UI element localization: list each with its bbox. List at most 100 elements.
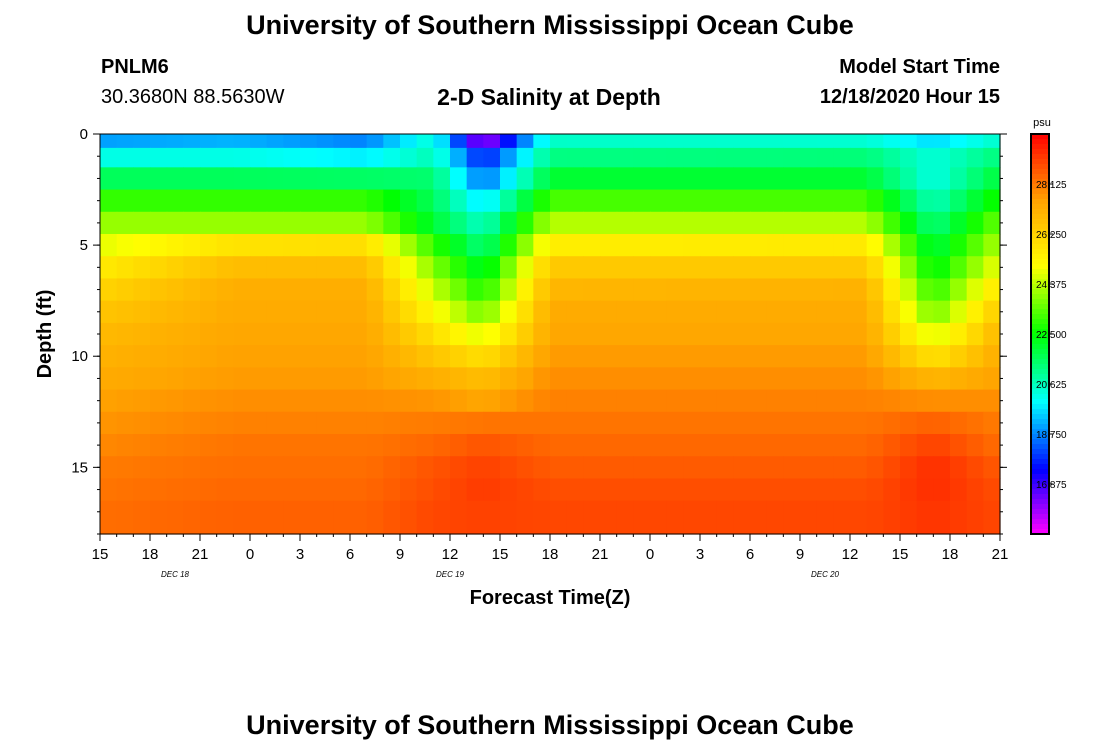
heatmap-cell [900, 147, 918, 168]
heatmap-cell [366, 234, 384, 257]
heatmap-cell [650, 367, 668, 391]
heatmap-cell [516, 134, 534, 149]
colorbar-segment [1031, 319, 1049, 325]
colorbar-segment [1031, 309, 1049, 315]
heatmap-cell [300, 189, 318, 213]
y-tick-label: 10 [71, 348, 88, 365]
heatmap-cell [783, 167, 801, 191]
heatmap-cell [283, 189, 301, 213]
heatmap-cell [633, 367, 651, 391]
heatmap-cell [583, 411, 601, 435]
heatmap-cell [483, 456, 501, 480]
heatmap-cell [366, 278, 384, 302]
heatmap-cell [300, 167, 318, 191]
heatmap-cell [600, 234, 618, 257]
heatmap-cell [500, 411, 518, 435]
heatmap-cell [600, 134, 618, 149]
heatmap-cell [600, 478, 618, 502]
heatmap-cell [133, 211, 151, 235]
heatmap-cell [483, 256, 501, 280]
heatmap-cell [400, 322, 418, 346]
heatmap-cell [600, 389, 618, 413]
heatmap-cell [550, 211, 568, 235]
heatmap-cell [483, 278, 501, 302]
heatmap-cell [633, 167, 651, 191]
heatmap-cell [150, 234, 168, 257]
heatmap-cell [683, 134, 701, 149]
heatmap-cell [183, 256, 201, 280]
colorbar-segment [1031, 419, 1049, 425]
heatmap-cell [600, 322, 618, 346]
heatmap-cell [450, 211, 468, 235]
heatmap-cell [850, 234, 868, 257]
heatmap-cell [866, 411, 884, 435]
heatmap-cell [550, 167, 568, 191]
colorbar-segment [1031, 144, 1049, 150]
heatmap-cell [883, 389, 901, 413]
heatmap-cell [183, 500, 201, 535]
heatmap-cell [383, 478, 401, 502]
heatmap-cell [350, 134, 368, 149]
heatmap-cell [533, 234, 551, 257]
x-tick-label: 21 [992, 546, 1009, 563]
heatmap-cell [150, 345, 168, 368]
colorbar-segment [1031, 434, 1049, 440]
heatmap-cell [633, 211, 651, 235]
heatmap-cell [583, 234, 601, 257]
heatmap-cell [816, 456, 834, 480]
heatmap-cell [566, 189, 584, 213]
heatmap-cell [400, 234, 418, 257]
heatmap-cell [583, 211, 601, 235]
heatmap-cell [383, 300, 401, 324]
x-tick-label: 18 [142, 546, 159, 563]
heatmap-cell [750, 134, 768, 149]
colorbar-segment [1031, 194, 1049, 200]
heatmap-cell [933, 234, 951, 257]
heatmap-cell [966, 167, 984, 191]
heatmap-cell [500, 189, 518, 213]
heatmap-cell [850, 500, 868, 535]
heatmap-cell [583, 345, 601, 368]
heatmap-cell [966, 300, 984, 324]
heatmap-cell [450, 256, 468, 280]
heatmap-cell [816, 367, 834, 391]
heatmap-cell [466, 389, 484, 413]
heatmap-cell [633, 234, 651, 257]
heatmap-cell [283, 434, 301, 457]
x-tick-label: 3 [296, 546, 304, 563]
colorbar-segment [1031, 354, 1049, 360]
heatmap-cell [133, 234, 151, 257]
heatmap-cell [100, 478, 118, 502]
heatmap-cell [816, 478, 834, 502]
heatmap-cell [866, 322, 884, 346]
heatmap-cell [650, 389, 668, 413]
colorbar-segment [1031, 149, 1049, 155]
heatmap-cell [800, 167, 818, 191]
heatmap-cell [450, 167, 468, 191]
colorbar-segment [1031, 359, 1049, 365]
heatmap-cell [100, 189, 118, 213]
heatmap-cell [633, 478, 651, 502]
heatmap-cell [250, 278, 268, 302]
heatmap-cell [433, 500, 451, 535]
heatmap-cell [716, 256, 734, 280]
heatmap-cell [650, 189, 668, 213]
heatmap-cell [983, 211, 1001, 235]
heatmap-cell [300, 456, 318, 480]
heatmap-cell [416, 234, 434, 257]
heatmap-cell [800, 411, 818, 435]
colorbar-segment [1031, 459, 1049, 465]
heatmap-cell [200, 411, 218, 435]
heatmap-cell [316, 300, 334, 324]
heatmap-cell [833, 300, 851, 324]
heatmap-cell [533, 500, 551, 535]
heatmap-cell [100, 345, 118, 368]
heatmap-cell [483, 345, 501, 368]
heatmap-cell [400, 147, 418, 168]
heatmap-cell [833, 434, 851, 457]
heatmap-cell [516, 211, 534, 235]
heatmap-cell [983, 389, 1001, 413]
heatmap-cell [416, 500, 434, 535]
